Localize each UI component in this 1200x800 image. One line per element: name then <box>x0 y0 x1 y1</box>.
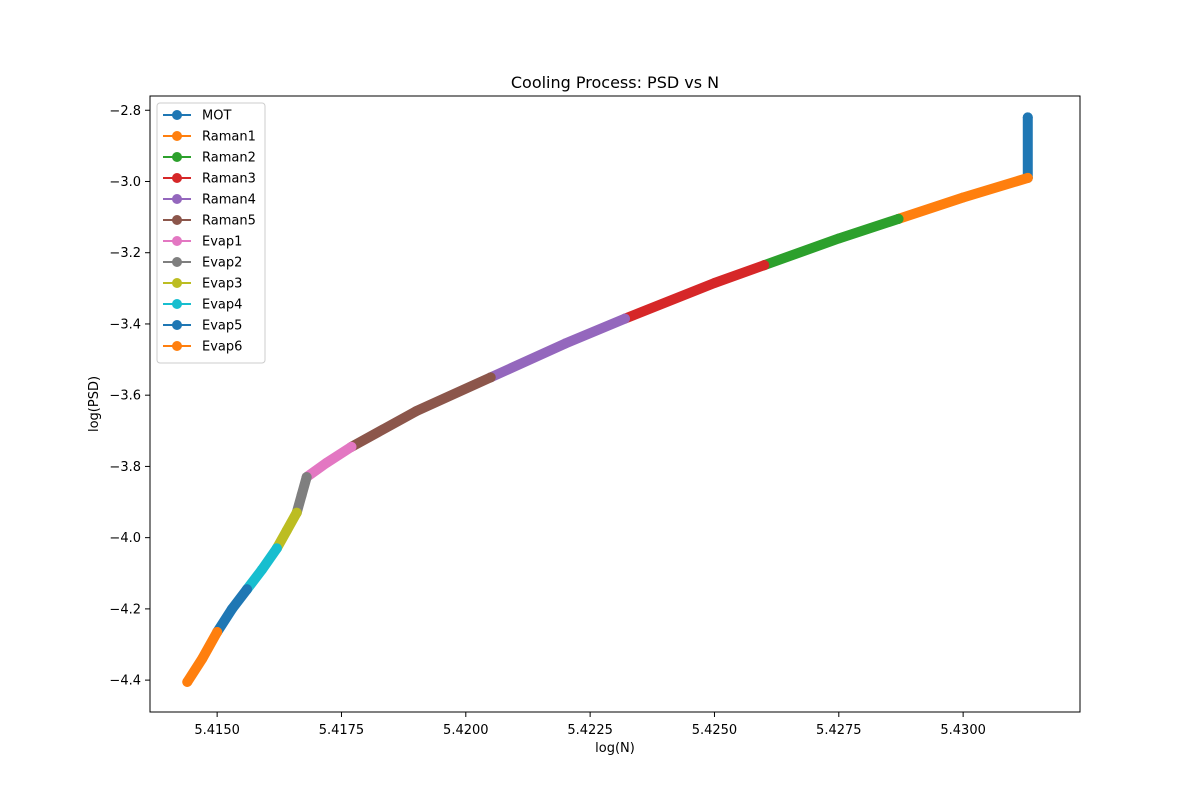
y-tick-label-6: −4.0 <box>109 531 141 546</box>
series-raman1-point-1 <box>958 192 969 203</box>
series-raman1-point-0 <box>1022 172 1033 183</box>
series-evap5-point-0 <box>241 584 252 595</box>
legend-label-evap4: Evap4 <box>202 298 242 313</box>
x-tick-label-4: 5.4250 <box>692 723 738 738</box>
chart-title: Cooling Process: PSD vs N <box>511 73 719 92</box>
legend-label-evap6: Evap6 <box>202 340 242 355</box>
series-evap5-point-1 <box>227 603 238 614</box>
series-evap6-point-2 <box>182 676 193 687</box>
series-raman4-point-1 <box>560 338 571 349</box>
y-tick-label-3: −3.4 <box>109 317 141 332</box>
legend-label-evap5: Evap5 <box>202 319 242 334</box>
legend-marker-mot <box>172 110 182 120</box>
series-evap6-point-1 <box>197 653 208 664</box>
y-tick-label-2: −3.2 <box>109 246 141 261</box>
y-tick-label-5: −3.8 <box>109 460 141 475</box>
data-layer <box>182 112 1033 687</box>
y-tick-label-7: −4.2 <box>109 602 141 617</box>
x-axis-label: log(N) <box>595 741 635 756</box>
x-tick-label-3: 5.4225 <box>567 723 613 738</box>
series-raman2-point-0 <box>893 213 904 224</box>
legend-label-raman4: Raman4 <box>202 193 256 208</box>
legend-marker-evap1 <box>172 236 182 246</box>
x-tick-label-0: 5.4150 <box>194 723 240 738</box>
legend: MOT Raman1 Raman2 Raman3 Raman4 Raman5 Evap1 Ev… <box>156 102 266 364</box>
series-raman5-line <box>346 372 496 452</box>
series-evap6-point-0 <box>212 627 223 638</box>
legend-label-raman5: Raman5 <box>202 214 256 229</box>
legend-marker-raman4 <box>172 194 182 204</box>
legend-marker-raman5 <box>172 215 182 225</box>
legend-label-mot: MOT <box>202 109 231 124</box>
legend-label-raman2: Raman2 <box>202 151 256 166</box>
legend-marker-evap6 <box>172 341 182 351</box>
legend-label-evap1: Evap1 <box>202 235 242 250</box>
series-evap3-point-0 <box>291 507 302 518</box>
legend-marker-raman1 <box>172 131 182 141</box>
legend-box <box>156 102 266 364</box>
series-raman4-line <box>485 313 630 383</box>
series-raman5-point-1 <box>411 406 422 417</box>
y-tick-label-1: −3.0 <box>109 175 141 190</box>
series-raman3-point-1 <box>709 277 720 288</box>
x-tick-label-5: 5.4275 <box>816 723 862 738</box>
y-axis: −2.8 −3.0 −3.2 −3.4 −3.6 −3.8 −4.0 −4.2 −4.4 <box>109 104 150 689</box>
legend-label-evap2: Evap2 <box>202 256 242 271</box>
series-raman3-line <box>619 260 770 324</box>
legend-marker-raman2 <box>172 152 182 162</box>
legend-label-raman3: Raman3 <box>202 172 256 187</box>
legend-label-evap3: Evap3 <box>202 277 242 292</box>
legend-marker-evap3 <box>172 278 182 288</box>
x-tick-label-2: 5.4200 <box>443 723 489 738</box>
legend-marker-evap4 <box>172 299 182 309</box>
series-evap3-point-1 <box>281 525 292 536</box>
series-evap4-point-0 <box>271 543 282 554</box>
series-raman4-point-0 <box>619 313 630 324</box>
legend-label-raman1: Raman1 <box>202 130 256 145</box>
series-evap1-point-0 <box>346 441 357 452</box>
series-raman2-point-1 <box>833 233 844 244</box>
series-raman5-point-0 <box>485 372 496 383</box>
legend-marker-evap2 <box>172 257 182 267</box>
x-tick-label-1: 5.4175 <box>319 723 365 738</box>
x-axis: 5.4150 5.4175 5.4200 5.4225 5.4250 5.4275 5.43… <box>194 712 986 738</box>
legend-marker-evap5 <box>172 320 182 330</box>
series-evap1-point-1 <box>321 457 332 468</box>
series-mot-point-0 <box>1022 112 1033 123</box>
plot-frame <box>149 95 1081 713</box>
series-raman2-line <box>759 213 904 271</box>
legend-marker-raman3 <box>172 173 182 183</box>
series-raman3-point-0 <box>759 260 770 271</box>
x-tick-label-6: 5.4300 <box>940 723 986 738</box>
series-evap2-point-1 <box>296 489 307 500</box>
y-tick-label-4: −3.6 <box>109 389 141 404</box>
y-axis-label: log(PSD) <box>87 376 102 432</box>
series-evap2-point-0 <box>301 472 312 483</box>
y-tick-label-0: −2.8 <box>109 104 141 119</box>
series-evap4-point-1 <box>256 564 267 575</box>
y-tick-label-8: −4.4 <box>109 674 141 689</box>
